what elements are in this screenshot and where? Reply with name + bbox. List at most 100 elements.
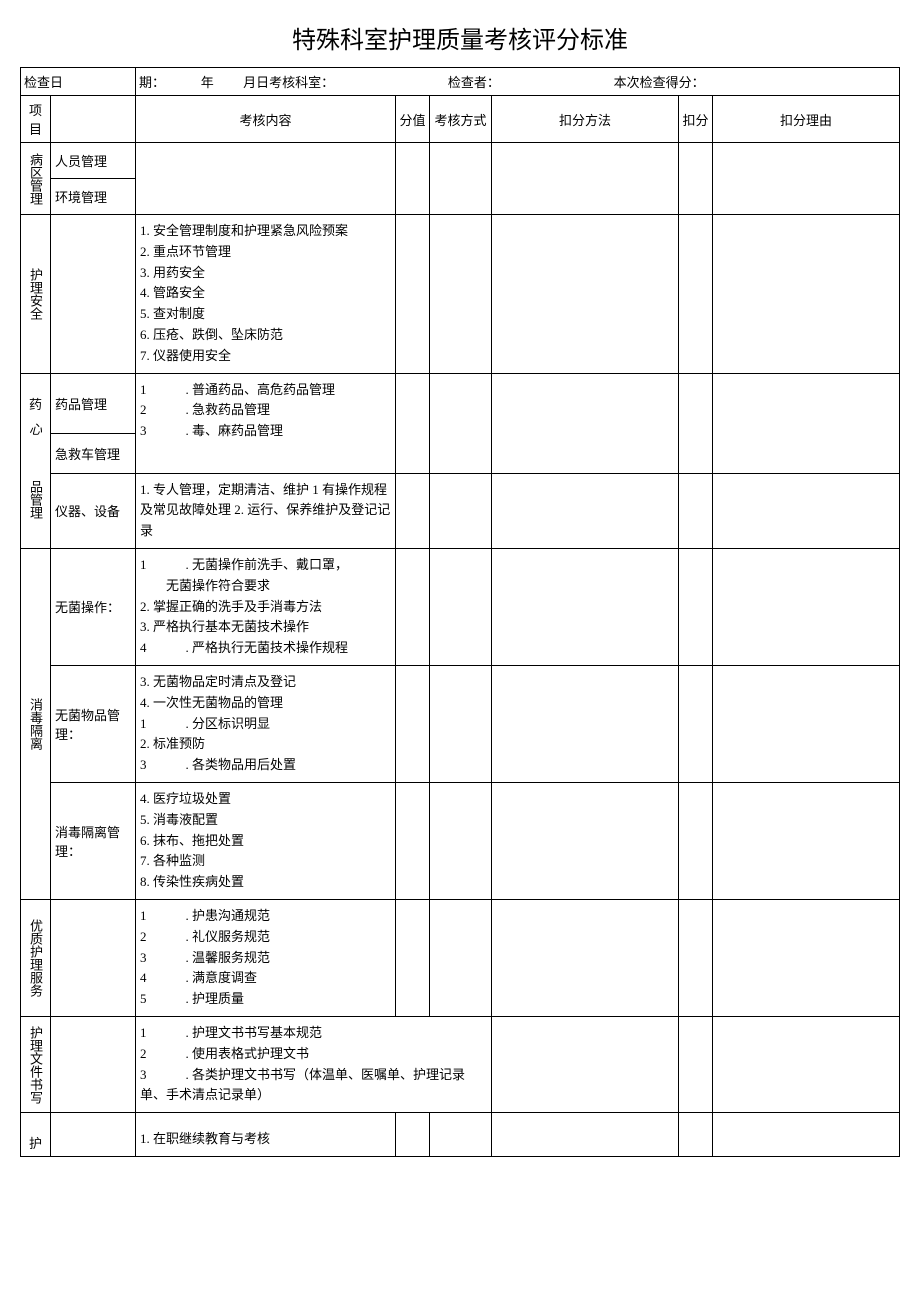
method-dis-3	[430, 782, 492, 899]
sub-emergency-cart: 急救车管理	[51, 433, 136, 473]
inspector-label: 检查者：	[448, 75, 494, 90]
year-label: 年	[201, 75, 214, 90]
content-ward	[136, 143, 396, 215]
sub-aseptic-op: 无菌操作：	[51, 548, 136, 665]
method-ward	[430, 143, 492, 215]
col-sub	[51, 96, 136, 143]
reason-quality	[712, 899, 899, 1016]
method-dis-2	[430, 665, 492, 782]
content-disinfect-1: 1 . 无菌操作前洗手、戴口罩， 无菌操作符合要求 2. 掌握正确的洗手及手消毒…	[136, 548, 396, 665]
deduct-doc	[678, 1016, 712, 1112]
deduct-drug-1	[678, 373, 712, 473]
row-disinfect-1: 消毒隔离 无菌操作： 1 . 无菌操作前洗手、戴口罩， 无菌操作符合要求 2. …	[21, 548, 900, 665]
score-label: 本次检查得分：	[614, 75, 705, 90]
section-drug: 药 心 品管理	[21, 373, 51, 548]
sub-nurse	[51, 1113, 136, 1157]
dm-dis-2	[492, 665, 679, 782]
section-nurse: 护	[21, 1113, 51, 1157]
row-nurse: 护 1. 在职继续教育与考核	[21, 1113, 900, 1157]
score-nurse	[396, 1113, 430, 1157]
content-safety: 1. 安全管理制度和护理紧急风险预案 2. 重点环节管理 3. 用药安全 4. …	[136, 215, 396, 374]
sub-safety	[51, 215, 136, 374]
page-title: 特殊科室护理质量考核评分标准	[20, 20, 900, 55]
score-drug-3	[396, 473, 430, 548]
row-drug-1: 药 心 品管理 药品管理 1 . 普通药品、高危药品管理 2 . 急救药品管理 …	[21, 373, 900, 433]
col-deduct: 扣分	[678, 96, 712, 143]
row-ward-1: 病区管理 人员管理	[21, 143, 900, 179]
score-ward	[396, 143, 430, 215]
info-row: 检查日 期： 年 月日考核科室： 检查者： 本次检查得分：	[21, 68, 900, 96]
score-dis-1	[396, 548, 430, 665]
dm-dis-1	[492, 548, 679, 665]
score-dis-2	[396, 665, 430, 782]
reason-ward	[712, 143, 899, 215]
section-quality: 优质护理服务	[21, 899, 51, 1016]
reason-drug-1	[712, 373, 899, 473]
col-reason: 扣分理由	[712, 96, 899, 143]
reason-drug-3	[712, 473, 899, 548]
row-disinfect-3: 消毒隔离管理： 4. 医疗垃圾处置 5. 消毒液配置 6. 抹布、拖把处置 7.…	[21, 782, 900, 899]
score-drug-1	[396, 373, 430, 473]
dm-doc	[492, 1016, 679, 1112]
sub-environment: 环境管理	[51, 179, 136, 215]
col-deduct-method: 扣分方法	[492, 96, 679, 143]
score-safety	[396, 215, 430, 374]
content-drug-1: 1 . 普通药品、高危药品管理 2 . 急救药品管理 3 . 毒、麻药品管理	[136, 373, 396, 473]
deduct-dis-2	[678, 665, 712, 782]
deduct-safety	[678, 215, 712, 374]
dm-drug-3	[492, 473, 679, 548]
drug-label-3: 品管理	[24, 474, 47, 525]
deduct-drug-3	[678, 473, 712, 548]
sub-equipment: 仪器、设备	[51, 473, 136, 548]
score-dis-3	[396, 782, 430, 899]
dm-dis-3	[492, 782, 679, 899]
dm-drug-1	[492, 373, 679, 473]
deduct-ward	[678, 143, 712, 215]
deduct-dis-1	[678, 548, 712, 665]
method-drug-3	[430, 473, 492, 548]
check-date-label: 检查日	[24, 75, 63, 90]
method-quality	[430, 899, 492, 1016]
sub-quality	[51, 899, 136, 1016]
content-document: 1 . 护理文书书写基本规范 2 . 使用表格式护理文书 3 . 各类护理文书书…	[136, 1016, 492, 1112]
drug-label-1: 药	[24, 394, 47, 413]
reason-dis-2	[712, 665, 899, 782]
reason-nurse	[712, 1113, 899, 1157]
dm-quality	[492, 899, 679, 1016]
section-document: 护理文件书写	[21, 1016, 51, 1112]
sub-document	[51, 1016, 136, 1112]
method-dis-1	[430, 548, 492, 665]
row-quality: 优质护理服务 1 . 护患沟通规范 2 . 礼仪服务规范 3 . 温馨服务规范 …	[21, 899, 900, 1016]
deduct-dis-3	[678, 782, 712, 899]
evaluation-table: 检查日 期： 年 月日考核科室： 检查者： 本次检查得分： 项目 考核内容 分值…	[20, 67, 900, 1157]
col-content: 考核内容	[136, 96, 396, 143]
content-quality: 1 . 护患沟通规范 2 . 礼仪服务规范 3 . 温馨服务规范 4 . 满意度…	[136, 899, 396, 1016]
content-disinfect-2: 3. 无菌物品定时清点及登记 4. 一次性无菌物品的管理 1 . 分区标识明显 …	[136, 665, 396, 782]
reason-safety	[712, 215, 899, 374]
content-nurse: 1. 在职继续教育与考核	[136, 1113, 396, 1157]
score-quality	[396, 899, 430, 1016]
sub-drug-mgmt: 药品管理	[51, 373, 136, 433]
column-header-row: 项目 考核内容 分值 考核方式 扣分方法 扣分 扣分理由	[21, 96, 900, 143]
section-ward: 病区管理	[21, 143, 51, 215]
reason-dis-1	[712, 548, 899, 665]
sub-personnel: 人员管理	[51, 143, 136, 179]
deduct-quality	[678, 899, 712, 1016]
header-details: 期： 年 月日考核科室： 检查者： 本次检查得分：	[136, 68, 900, 96]
sub-aseptic-items: 无菌物品管理：	[51, 665, 136, 782]
dm-safety	[492, 215, 679, 374]
content-disinfect-3: 4. 医疗垃圾处置 5. 消毒液配置 6. 抹布、拖把处置 7. 各种监测 8.…	[136, 782, 396, 899]
dm-ward	[492, 143, 679, 215]
row-disinfect-2: 无菌物品管理： 3. 无菌物品定时清点及登记 4. 一次性无菌物品的管理 1 .…	[21, 665, 900, 782]
drug-label-2: 心	[24, 419, 47, 438]
col-score: 分值	[396, 96, 430, 143]
check-date-cell: 检查日	[21, 68, 136, 96]
row-document: 护理文件书写 1 . 护理文书书写基本规范 2 . 使用表格式护理文书 3 . …	[21, 1016, 900, 1112]
dept-label: 月日考核科室：	[243, 75, 328, 90]
sub-disinfect-mgmt: 消毒隔离管理：	[51, 782, 136, 899]
method-nurse	[430, 1113, 492, 1157]
col-method: 考核方式	[430, 96, 492, 143]
row-safety: 护理安全 1. 安全管理制度和护理紧急风险预案 2. 重点环节管理 3. 用药安…	[21, 215, 900, 374]
method-safety	[430, 215, 492, 374]
deduct-nurse	[678, 1113, 712, 1157]
